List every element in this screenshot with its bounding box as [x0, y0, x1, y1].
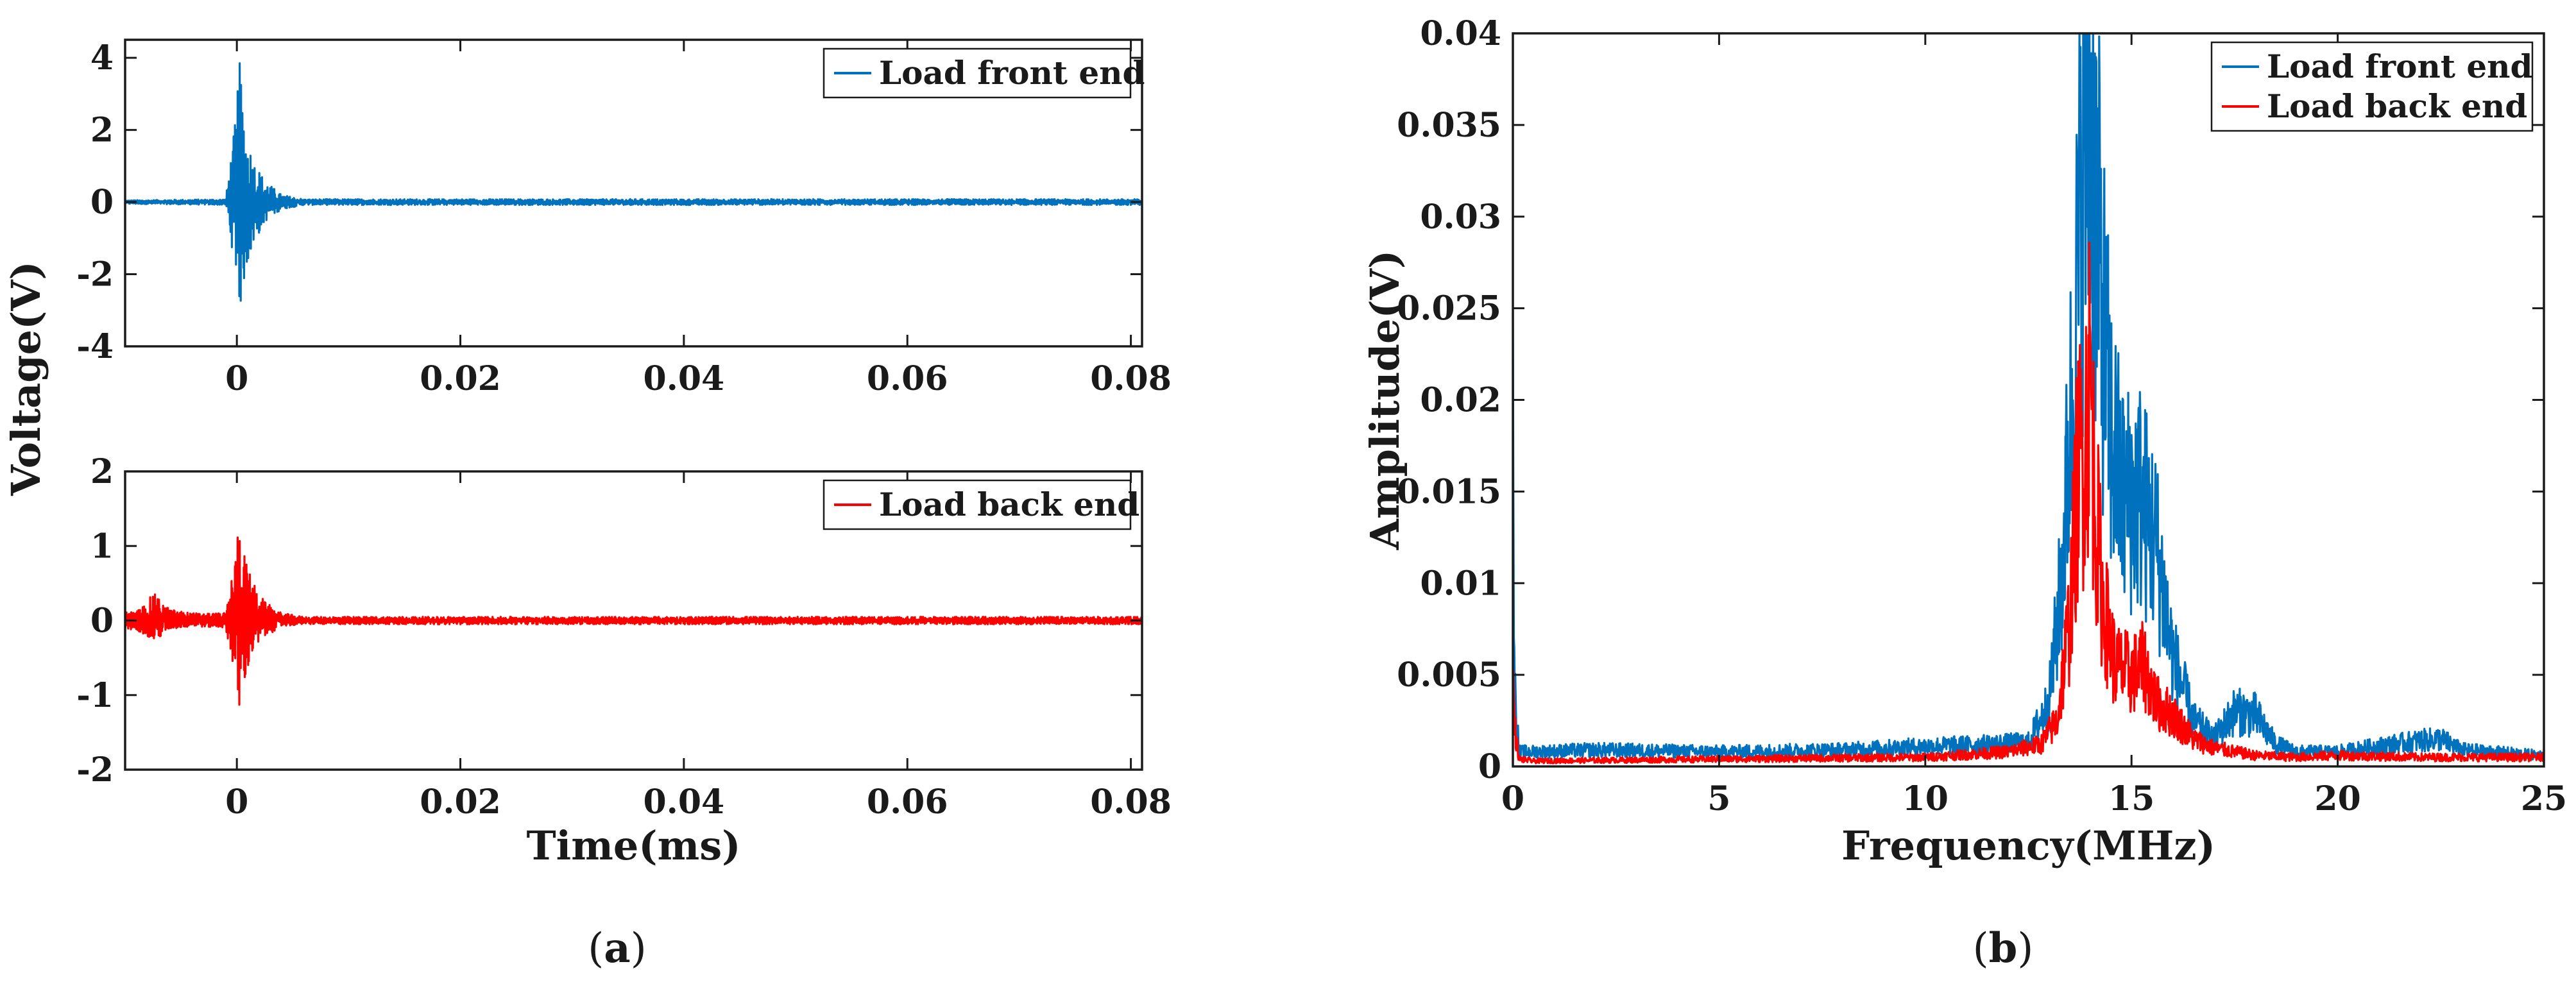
- legend-box: [823, 479, 1132, 530]
- series-group: [125, 536, 1142, 706]
- legend-label: Load back end: [879, 486, 1139, 523]
- series-line-load-back-end: [125, 536, 1142, 706]
- series-group: [125, 62, 1142, 302]
- x-tick-label: 0.04: [644, 359, 725, 398]
- y-tick-label: 0.04: [1420, 14, 1501, 53]
- series-line-load-back-end: [1513, 241, 2544, 765]
- x-tick-label: 0.06: [867, 782, 948, 822]
- y-tick-label: -2: [76, 255, 114, 294]
- y-tick-label: 0: [90, 183, 114, 222]
- x-tick-label: 0.08: [1090, 782, 1172, 822]
- caption-b: (b): [1973, 924, 2034, 972]
- legend-box: [2210, 41, 2534, 132]
- x-tick-label: 25: [2521, 779, 2567, 818]
- y-tick-label: 2: [90, 452, 114, 491]
- caption-b-close: ): [2017, 925, 2033, 972]
- x-tick-label: 0: [1501, 779, 1524, 818]
- x-tick-label: 0.02: [420, 359, 501, 398]
- y-tick-label: -1: [76, 676, 114, 715]
- x-tick-label: 0.08: [1090, 359, 1172, 398]
- x-tick-label: 0.06: [867, 359, 948, 398]
- x-tick-label: 0.02: [420, 782, 501, 822]
- series-group: [1513, 33, 2544, 765]
- y-tick-label: 0: [90, 602, 114, 641]
- y-tick-label: 0.015: [1397, 472, 1501, 511]
- y-tick-label: 0.025: [1397, 289, 1501, 328]
- y-tick-label: -2: [76, 750, 114, 790]
- x-tick-label: 0: [225, 782, 248, 822]
- plot-frame: [1512, 32, 2545, 768]
- y-tick-label: 0.03: [1420, 198, 1501, 237]
- y-tick-label: 1: [90, 527, 114, 566]
- legend-box: [823, 47, 1132, 99]
- y-tick-label: 0.005: [1397, 655, 1501, 695]
- chart-b: 0 5 10 15 20 25 0 0.005 0.01 0.015 0.02 0.025 0.03 0.…: [1361, 14, 2567, 869]
- x-axis-title: Time(ms): [527, 822, 741, 869]
- caption-a-close: ): [631, 925, 647, 972]
- legend: Load front end: [823, 47, 1145, 99]
- caption-a-letter: a: [604, 924, 630, 972]
- x-tick-label: 15: [2108, 779, 2154, 818]
- legend: Load back end: [823, 479, 1139, 530]
- y-axis-title: Amplitude(V): [1361, 250, 1408, 550]
- caption-a-open: (: [588, 925, 604, 972]
- plot-frame: [124, 38, 1143, 348]
- x-tick-label: 0: [225, 359, 248, 398]
- chart-a-bottom: 0 0.02 0.04 0.06 0.08 -2 -1 0 1 2 Time(ms) Load bac…: [76, 452, 1172, 869]
- legend-label: Load front end: [2267, 47, 2532, 85]
- x-tick-label: 20: [2314, 779, 2360, 818]
- chart-a-top: 0 0.02 0.04 0.06 0.08 -4 -2 0 2 4 Load front end: [76, 38, 1172, 398]
- y-tick-label: -4: [76, 327, 114, 366]
- caption-b-open: (: [1973, 925, 1989, 972]
- x-axis-title: Frequency(MHz): [1841, 822, 2215, 869]
- y-tick-label: 0.01: [1420, 564, 1501, 603]
- series-line-load-front-end: [1513, 33, 2544, 761]
- legend-label: Load back end: [2267, 87, 2527, 125]
- a-y-axis-title: Voltage(V): [3, 261, 49, 496]
- x-tick-label: 10: [1902, 779, 1949, 818]
- y-tick-label: 4: [90, 38, 114, 78]
- series-line-load-front-end: [125, 62, 1142, 302]
- legend-label: Load front end: [879, 54, 1145, 92]
- caption-b-letter: b: [1989, 924, 2018, 972]
- y-tick-label: 0.02: [1420, 381, 1501, 420]
- caption-a: (a): [588, 924, 646, 972]
- x-tick-label: 0.04: [644, 782, 725, 822]
- y-tick-label: 0.035: [1397, 106, 1501, 145]
- x-tick-label: 5: [1707, 779, 1730, 818]
- y-tick-label: 0: [1478, 747, 1501, 786]
- y-tick-label: 2: [90, 111, 114, 150]
